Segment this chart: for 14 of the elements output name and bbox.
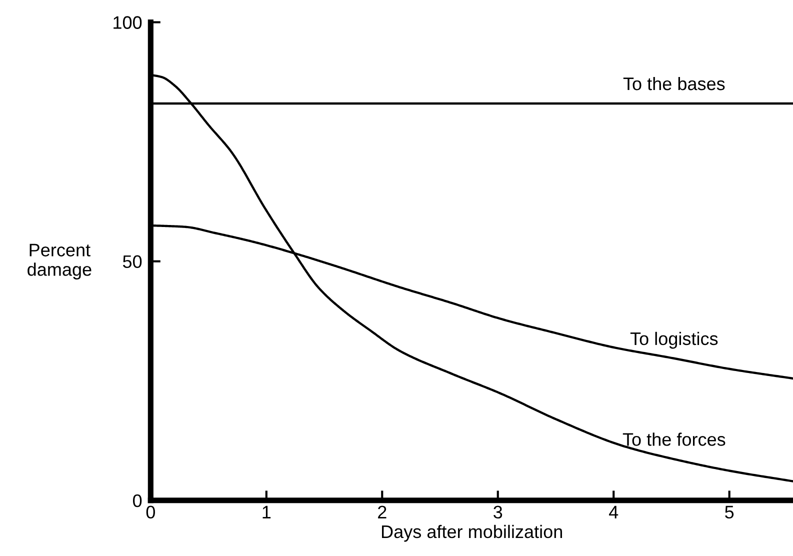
x-tick-label: 4 (609, 506, 618, 518)
x-axis-title: Days after mobilization (382, 524, 562, 542)
x-tick-label: 1 (262, 506, 271, 518)
series-label: To logistics (630, 332, 718, 349)
x-tick-label: 3 (494, 506, 502, 519)
x-tick-label: 2 (378, 506, 386, 518)
x-tick-label: 5 (725, 506, 734, 519)
y-tick-label: 100 (114, 16, 142, 29)
y-axis-title: Percent damage (28, 244, 92, 280)
y-tick-label: 50 (122, 255, 142, 268)
series-label: To the bases (623, 76, 725, 90)
x-tick-label: 0 (146, 506, 155, 519)
y-tick-label: 0 (133, 494, 142, 508)
series-label: To the forces (622, 432, 726, 446)
